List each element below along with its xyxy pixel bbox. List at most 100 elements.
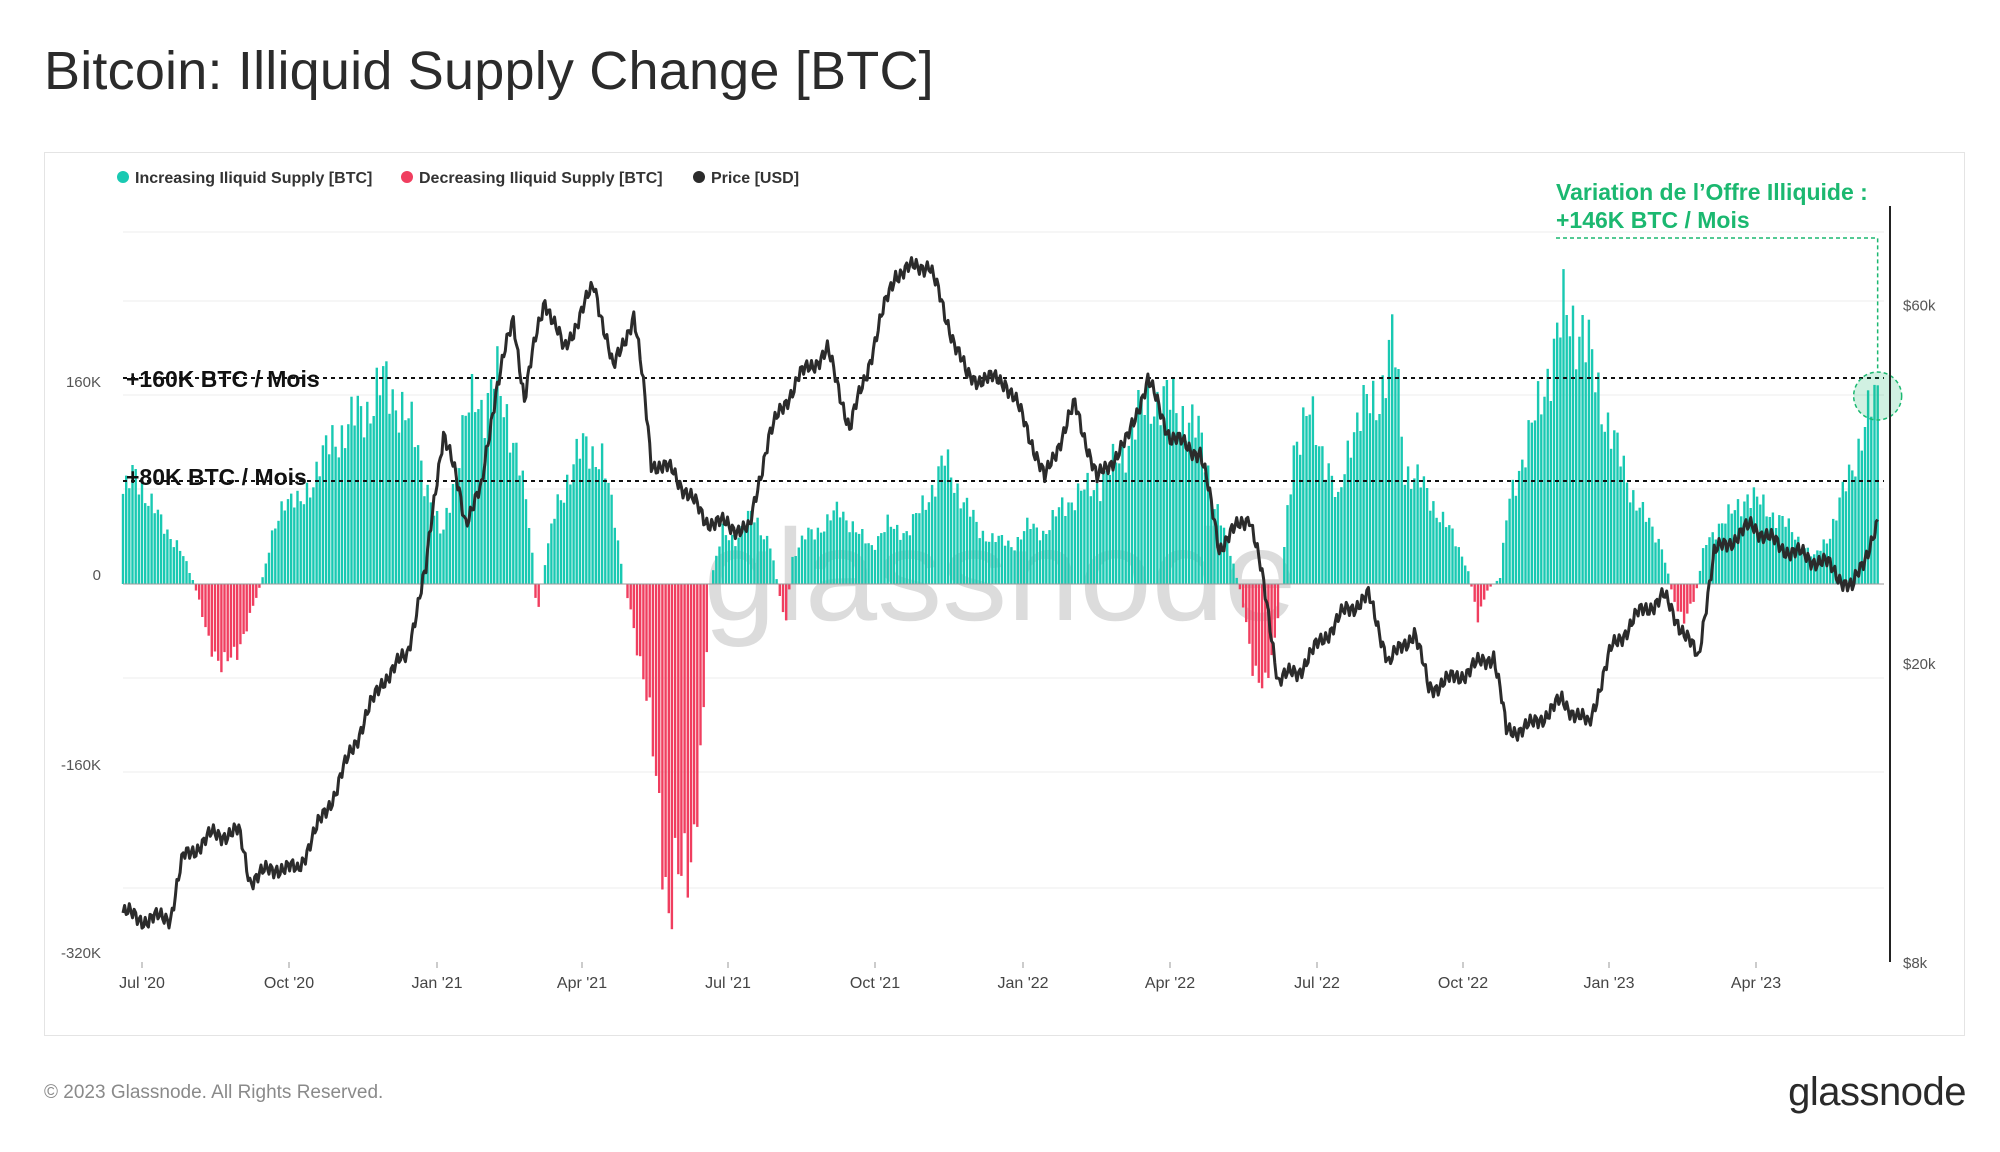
bar-decrease	[226, 584, 229, 662]
bar-increase	[905, 531, 908, 584]
bar-increase	[746, 510, 750, 584]
bar-increase	[1797, 536, 1800, 584]
bar-decrease	[1483, 584, 1486, 600]
bar-increase	[1140, 399, 1143, 584]
bar-increase	[1061, 497, 1064, 584]
bar-increase	[312, 487, 315, 584]
bar-increase	[870, 545, 873, 584]
bar-increase	[531, 552, 534, 584]
bar-increase	[892, 528, 896, 584]
bar-increase	[1457, 547, 1460, 584]
bar-increase	[1222, 527, 1226, 584]
bar-increase	[1375, 420, 1378, 584]
bar-increase	[610, 494, 613, 584]
bar-decrease	[1489, 584, 1492, 587]
bar-decrease	[1686, 584, 1689, 614]
bar-increase	[1536, 381, 1540, 584]
bar-increase	[1162, 386, 1165, 584]
bar-increase	[315, 461, 318, 584]
bar-increase	[724, 535, 728, 584]
bar-increase	[889, 526, 893, 584]
bar-increase	[134, 469, 137, 584]
bar-increase	[975, 521, 978, 584]
bar-decrease	[537, 584, 540, 607]
bar-increase	[559, 500, 563, 584]
bar-decrease	[1476, 584, 1480, 623]
bar-increase	[943, 465, 946, 584]
bar-decrease	[788, 584, 791, 590]
bar-increase	[1768, 517, 1771, 584]
x-tick-label: Oct '20	[264, 975, 314, 992]
bar-increase	[1733, 510, 1737, 584]
bar-increase	[1219, 525, 1222, 584]
bar-increase	[1035, 527, 1038, 584]
legend-label-0[interactable]: Increasing Iliquid Supply [BTC]	[135, 170, 372, 187]
bar-increase	[1327, 463, 1330, 584]
bar-increase	[1156, 391, 1159, 584]
bar-increase	[1511, 479, 1514, 584]
bar-increase	[1521, 459, 1524, 584]
bar-increase	[264, 563, 267, 584]
bar-increase	[1197, 415, 1200, 584]
bar-increase	[1863, 427, 1867, 584]
bar-increase	[1000, 535, 1004, 584]
legend-label-2[interactable]: Price [USD]	[711, 170, 799, 187]
bar-decrease	[1248, 584, 1251, 644]
bar-increase	[455, 467, 458, 584]
bar-increase	[1584, 362, 1587, 584]
bar-increase	[420, 460, 423, 584]
bar-increase	[1406, 466, 1410, 584]
bar-increase	[125, 475, 128, 584]
bar-increase	[1743, 501, 1746, 584]
bar-increase	[750, 510, 753, 584]
bar-increase	[1359, 431, 1362, 584]
bar-increase	[1549, 401, 1552, 584]
bar-increase	[915, 513, 918, 584]
legend-label-1[interactable]: Decreasing Iliquid Supply [BTC]	[419, 170, 663, 187]
bar-increase	[1552, 338, 1556, 584]
bar-increase	[1019, 539, 1023, 584]
bar-increase	[604, 478, 607, 584]
bar-decrease	[1470, 584, 1473, 587]
bar-increase	[1800, 549, 1803, 584]
bar-decrease	[680, 584, 683, 876]
bar-increase	[594, 467, 597, 584]
bar-increase	[1441, 511, 1445, 584]
bar-increase	[1067, 502, 1070, 584]
bar-increase	[299, 501, 302, 584]
bar-decrease	[626, 584, 629, 599]
bar-increase	[927, 502, 931, 584]
bar-increase	[1378, 414, 1381, 584]
bar-decrease	[258, 584, 261, 588]
bar-increase	[1187, 422, 1191, 584]
bar-increase	[1029, 529, 1032, 584]
bar-increase	[1048, 530, 1051, 584]
bar-increase	[137, 494, 141, 584]
bar-increase	[172, 547, 175, 584]
bar-increase	[1289, 494, 1292, 584]
bar-increase	[620, 563, 623, 584]
bar-increase	[1118, 463, 1121, 584]
bar-increase	[1311, 396, 1315, 584]
bar-increase	[1543, 396, 1546, 584]
bar-decrease	[1679, 584, 1683, 612]
y-left-tick-label: -160K	[61, 757, 101, 774]
x-tick-label: Apr '23	[1731, 975, 1781, 992]
bar-decrease	[1254, 584, 1257, 666]
bar-increase	[1010, 547, 1013, 584]
bar-increase	[1495, 580, 1499, 584]
bar-increase	[442, 529, 445, 584]
bar-decrease	[677, 584, 680, 875]
bar-increase	[1854, 476, 1857, 584]
x-tick-label: Jul '22	[1294, 975, 1340, 992]
bar-increase	[1759, 504, 1762, 584]
bar-increase	[743, 529, 747, 584]
bar-decrease	[1273, 584, 1276, 638]
bar-increase	[794, 556, 797, 584]
bar-increase	[1410, 488, 1413, 584]
bar-increase	[397, 432, 401, 584]
bar-increase	[1749, 508, 1752, 584]
bar-increase	[1121, 446, 1124, 584]
bar-increase	[458, 468, 461, 584]
bar-increase	[324, 435, 328, 584]
